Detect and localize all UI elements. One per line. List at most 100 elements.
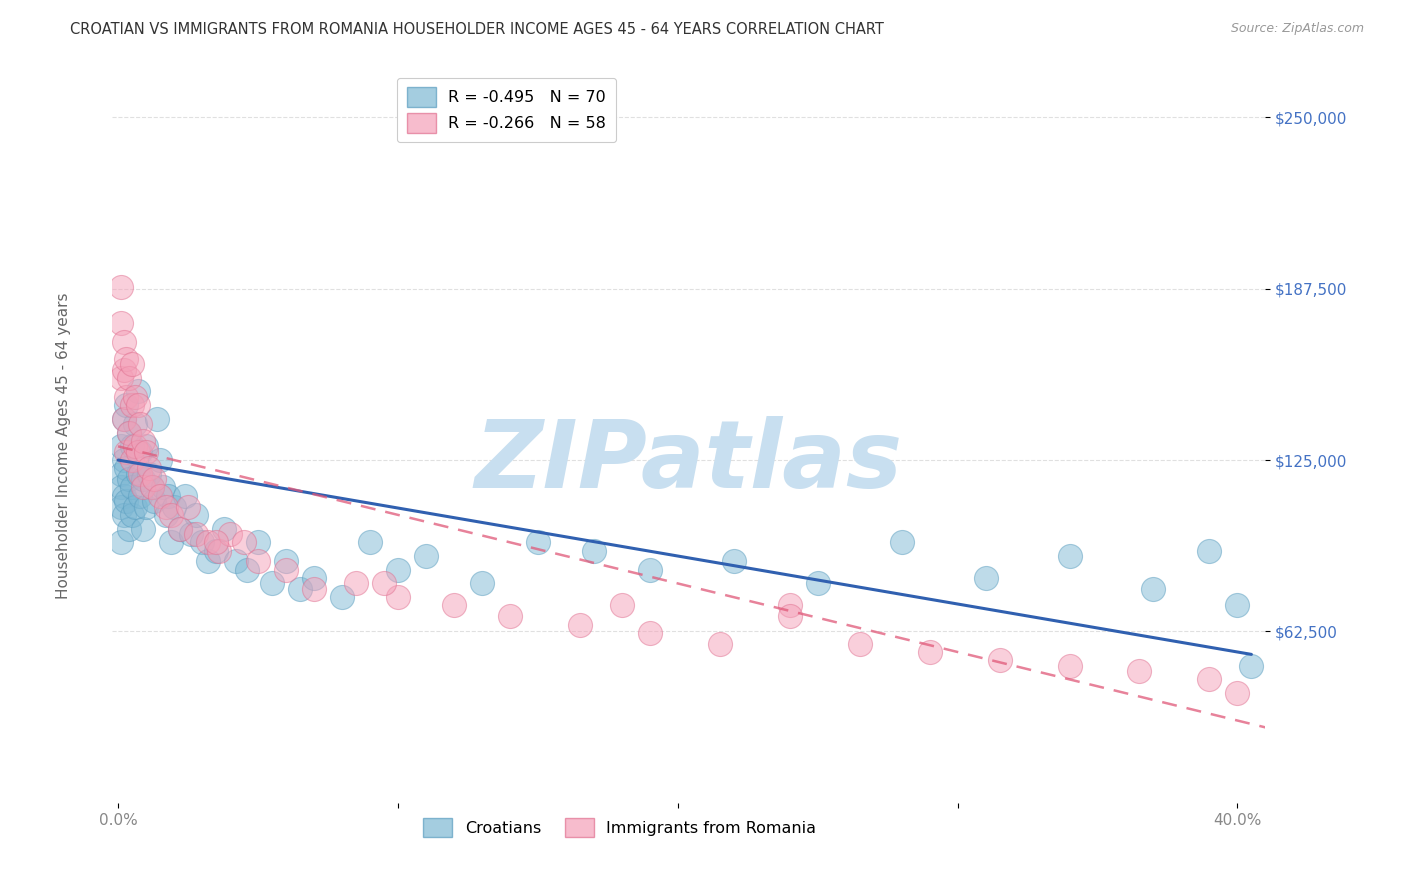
Point: [848, 637, 870, 651]
Point: [112, 335, 135, 350]
Point: [118, 425, 141, 440]
Point: [143, 472, 166, 486]
Point: [197, 535, 219, 549]
Point: [1240, 658, 1263, 673]
Point: [191, 535, 214, 549]
Point: [197, 554, 219, 568]
Point: [121, 480, 143, 494]
Point: [124, 500, 146, 514]
Point: [110, 439, 132, 453]
Point: [373, 576, 395, 591]
Text: ZIPatlas: ZIPatlas: [475, 417, 903, 508]
Point: [288, 582, 311, 596]
Point: [124, 439, 146, 453]
Point: [225, 554, 247, 568]
Point: [121, 508, 143, 522]
Point: [118, 472, 141, 486]
Point: [169, 522, 191, 536]
Point: [219, 527, 242, 541]
Point: [302, 582, 325, 596]
Point: [141, 480, 163, 494]
Point: [779, 609, 801, 624]
Point: [129, 445, 152, 459]
Point: [115, 445, 138, 459]
Point: [152, 480, 174, 494]
Point: [155, 500, 177, 514]
Point: [527, 535, 550, 549]
Point: [115, 390, 138, 404]
Point: [1226, 599, 1249, 613]
Point: [118, 371, 141, 385]
Point: [112, 362, 135, 376]
Text: Source: ZipAtlas.com: Source: ZipAtlas.com: [1230, 22, 1364, 36]
Point: [112, 412, 135, 426]
Point: [129, 417, 152, 432]
Point: [110, 500, 132, 514]
Point: [246, 554, 269, 568]
Point: [1059, 549, 1081, 563]
Point: [112, 508, 135, 522]
Point: [112, 489, 135, 503]
Point: [359, 535, 381, 549]
Point: [141, 480, 163, 494]
Point: [1226, 686, 1249, 700]
Point: [160, 535, 183, 549]
Point: [112, 412, 135, 426]
Point: [121, 357, 143, 371]
Point: [155, 508, 177, 522]
Point: [121, 398, 143, 412]
Point: [709, 637, 731, 651]
Point: [115, 461, 138, 475]
Point: [582, 543, 605, 558]
Point: [1128, 664, 1150, 678]
Point: [118, 425, 141, 440]
Point: [127, 445, 149, 459]
Point: [344, 576, 367, 591]
Point: [124, 390, 146, 404]
Point: [115, 398, 138, 412]
Point: [169, 522, 191, 536]
Point: [1142, 582, 1164, 596]
Point: [127, 467, 149, 481]
Point: [135, 445, 157, 459]
Point: [138, 461, 160, 475]
Point: [180, 527, 202, 541]
Point: [274, 563, 297, 577]
Point: [638, 563, 661, 577]
Point: [302, 571, 325, 585]
Point: [174, 489, 197, 503]
Point: [115, 351, 138, 366]
Point: [135, 500, 157, 514]
Point: [110, 480, 132, 494]
Point: [1198, 543, 1220, 558]
Point: [233, 535, 256, 549]
Point: [638, 625, 661, 640]
Point: [387, 563, 409, 577]
Point: [1059, 658, 1081, 673]
Point: [205, 543, 228, 558]
Point: [723, 554, 745, 568]
Point: [157, 489, 180, 503]
Point: [129, 467, 152, 481]
Point: [124, 417, 146, 432]
Point: [471, 576, 494, 591]
Legend: Croatians, Immigrants from Romania: Croatians, Immigrants from Romania: [413, 808, 825, 847]
Point: [149, 453, 172, 467]
Point: [415, 549, 437, 563]
Point: [110, 316, 132, 330]
Point: [110, 535, 132, 549]
Point: [1198, 673, 1220, 687]
Point: [236, 563, 259, 577]
Point: [186, 508, 208, 522]
Point: [260, 576, 283, 591]
Point: [918, 645, 941, 659]
Point: [330, 590, 353, 604]
Point: [110, 467, 132, 481]
Point: [132, 434, 155, 448]
Point: [160, 508, 183, 522]
Point: [132, 480, 155, 494]
Point: [807, 576, 830, 591]
Point: [274, 554, 297, 568]
Point: [146, 412, 169, 426]
Point: [110, 371, 132, 385]
